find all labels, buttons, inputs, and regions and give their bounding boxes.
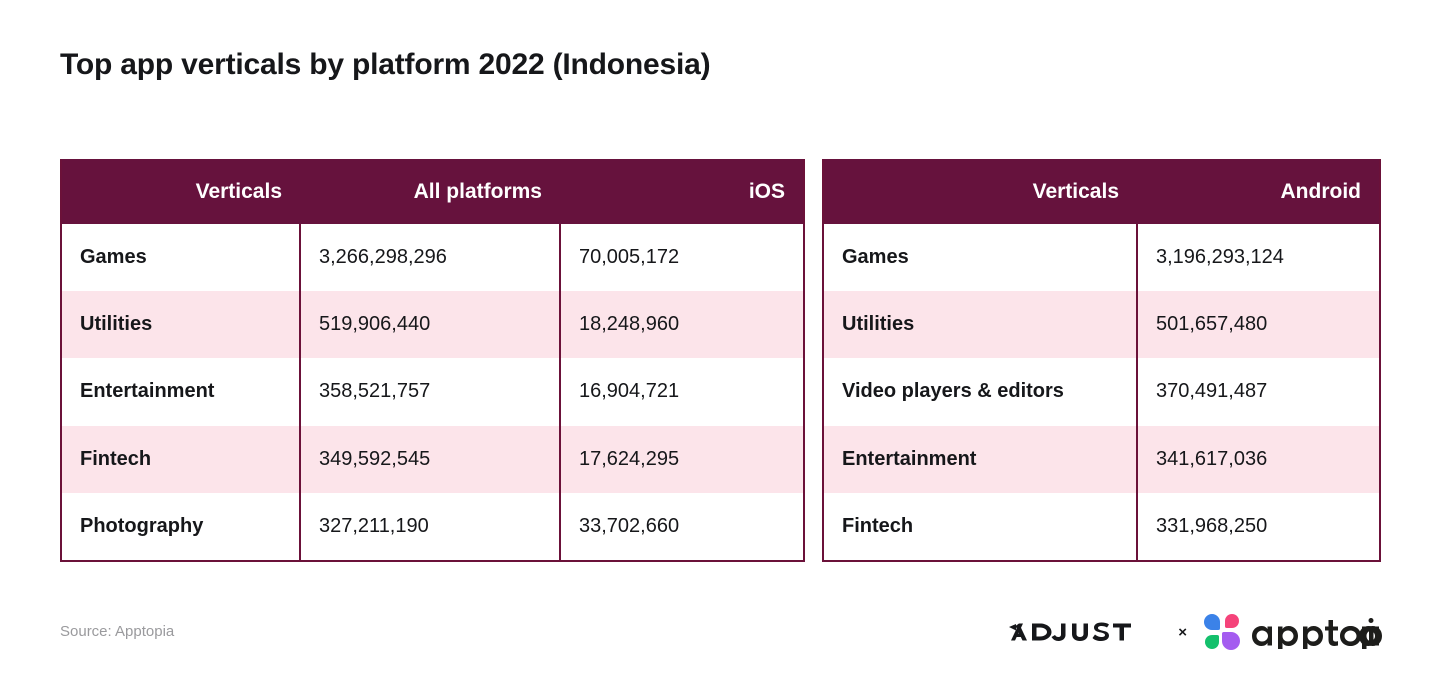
cell-vertical: Utilities [824,291,1138,359]
cell-android: 370,491,487 [1156,380,1268,403]
cell-ios: 18,248,960 [560,291,803,359]
cell-all-platforms: 358,521,757 [300,358,561,426]
cell-all-platforms: 327,211,190 [300,492,561,560]
logo-group: × [1009,610,1382,654]
page-title: Top app verticals by platform 2022 (Indo… [60,48,711,81]
adjust-logo [1009,615,1161,649]
cell-vertical: Games [62,224,301,292]
apptopia-flower-icon [1204,614,1240,650]
apptopia-wordmark [1251,615,1382,649]
cell-ios: 33,702,660 [579,514,680,537]
column-header-android: Android [1137,159,1379,224]
logo-separator: × [1178,623,1187,641]
table-row: Photography 327,211,190 33,702,660 [62,492,803,560]
table-row: Games 3,266,298,296 70,005,172 [62,224,803,292]
table-row: Entertainment 358,521,757 16,904,721 [62,358,803,426]
table-android: Verticals Android Games 3,196,293,124 Ut… [822,159,1381,562]
table-header-row: Verticals Android [824,159,1379,224]
cell-vertical: Entertainment [824,425,1138,493]
column-header-verticals: Verticals [824,159,1137,224]
cell-all-platforms: 349,592,545 [300,425,561,493]
table-row: Fintech 349,592,545 17,624,295 [62,425,803,493]
cell-android: 331,968,250 [1156,514,1268,537]
cell-vertical: Photography [62,492,301,560]
cell-vertical: Fintech [62,425,301,493]
column-header-verticals: Verticals [62,159,300,224]
table-row: Entertainment 341,617,036 [824,425,1379,493]
cell-vertical: Video players & editors [824,358,1138,426]
cell-ios: 70,005,172 [579,246,680,269]
petal-green [1205,635,1219,649]
petal-blue [1204,614,1220,630]
cell-android: 3,196,293,124 [1156,246,1284,269]
cell-android: 501,657,480 [1137,291,1379,359]
cell-vertical: Games [824,224,1138,292]
cell-vertical: Utilities [62,291,301,359]
cell-ios: 17,624,295 [560,425,803,493]
table-row: Utilities 519,906,440 18,248,960 [62,291,803,359]
cell-all-platforms: 519,906,440 [300,291,561,359]
table-row: Games 3,196,293,124 [824,224,1379,292]
apptopia-logo [1204,614,1382,650]
table-header-row: Verticals All platforms iOS [62,159,803,224]
table-row: Fintech 331,968,250 [824,492,1379,560]
column-header-ios: iOS [560,159,803,224]
cell-ios: 16,904,721 [579,380,680,403]
table-row: Video players & editors 370,491,487 [824,358,1379,426]
cell-vertical: Fintech [824,492,1138,560]
cell-all-platforms: 3,266,298,296 [300,224,561,292]
table-all-platforms-ios: Verticals All platforms iOS Games 3,266,… [60,159,805,562]
source-attribution: Source: Apptopia [60,623,175,640]
cell-android: 341,617,036 [1137,425,1379,493]
table-row: Utilities 501,657,480 [824,291,1379,359]
column-header-all-platforms: All platforms [300,159,560,224]
cell-vertical: Entertainment [62,358,301,426]
petal-purple [1222,632,1240,650]
petal-pink [1225,614,1239,628]
